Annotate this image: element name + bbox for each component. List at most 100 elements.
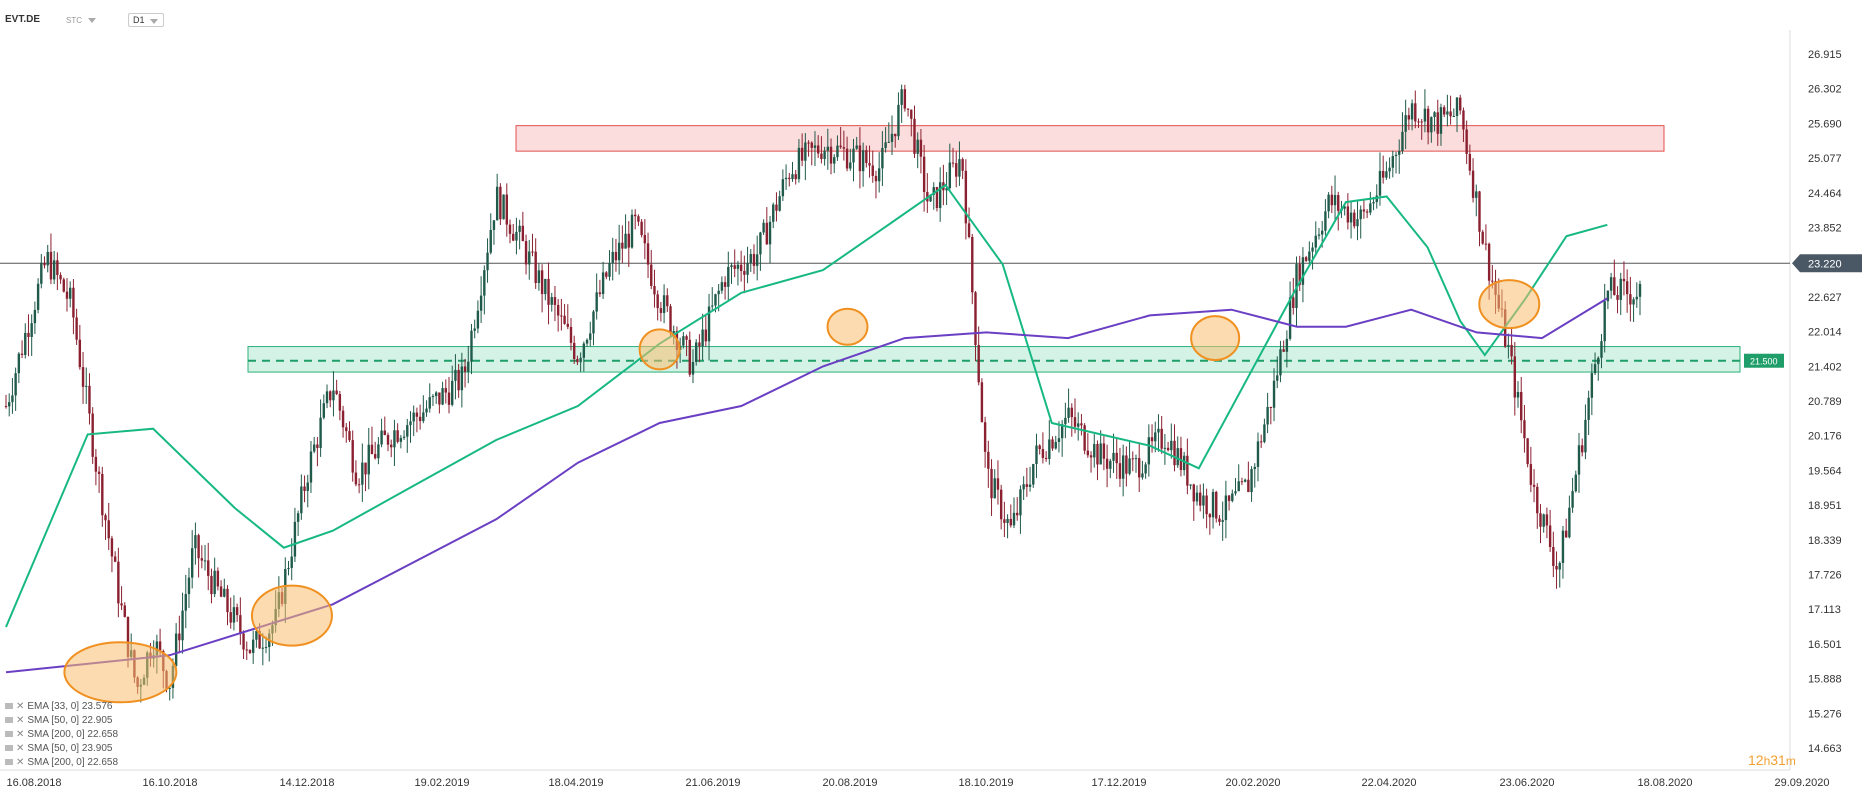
candle-body xyxy=(235,607,239,616)
candle-body xyxy=(1455,97,1459,116)
timer-minutes-unit: m xyxy=(1785,754,1796,768)
close-icon[interactable]: ✕ xyxy=(16,757,25,768)
current-price-badge xyxy=(1792,254,1862,273)
candle-body xyxy=(1240,481,1244,483)
candle-body xyxy=(910,109,913,119)
candle-body xyxy=(27,332,30,337)
legend-row[interactable]: ✕ EMA [33, 0] 23.576 xyxy=(5,700,118,714)
candle-body xyxy=(903,89,907,109)
y-tick-label: 16.501 xyxy=(1808,639,1842,651)
y-tick-label: 20.789 xyxy=(1808,396,1842,408)
candle-body xyxy=(1067,407,1070,418)
candle-body xyxy=(881,147,884,169)
candle-body xyxy=(1112,452,1115,461)
candle-body xyxy=(486,252,489,271)
candle-body xyxy=(338,394,342,411)
candle-body xyxy=(1491,280,1494,282)
candle-body xyxy=(1468,153,1472,171)
candle-body xyxy=(88,385,91,414)
settings-icon[interactable] xyxy=(5,745,13,752)
candle-body xyxy=(1532,484,1536,487)
legend-row[interactable]: ✕ SMA [200, 0] 22.658 xyxy=(5,728,118,742)
timeframe-select[interactable]: D1 xyxy=(128,13,164,27)
candle-body xyxy=(640,221,643,236)
candle-body xyxy=(322,403,326,418)
candle-body xyxy=(20,353,24,355)
candle-body xyxy=(91,413,94,457)
candle-body xyxy=(367,444,370,475)
legend-row[interactable]: ✕ SMA [50, 0] 23.905 xyxy=(5,742,118,756)
candle-body xyxy=(592,311,595,334)
candle-body xyxy=(1089,455,1093,458)
y-tick-label: 22.014 xyxy=(1808,327,1842,339)
candle-body xyxy=(1356,219,1359,227)
close-icon[interactable]: ✕ xyxy=(16,743,25,754)
candle-body xyxy=(682,336,685,346)
candle-body xyxy=(601,272,605,295)
candle-body xyxy=(447,392,451,405)
close-icon[interactable]: ✕ xyxy=(16,729,25,740)
candle-body xyxy=(634,214,637,217)
candle-body xyxy=(40,262,43,284)
candle-body xyxy=(977,345,980,383)
legend-row[interactable]: ✕ SMA [50, 0] 22.905 xyxy=(5,714,118,728)
candle-body xyxy=(855,145,858,149)
candle-body xyxy=(14,373,17,396)
candle-body xyxy=(1308,251,1311,261)
settings-icon[interactable] xyxy=(5,759,13,766)
candle-body xyxy=(1259,441,1263,443)
candle-body xyxy=(1093,444,1096,458)
candle-body xyxy=(1054,442,1057,449)
candle-body xyxy=(56,260,59,275)
candle-body xyxy=(1250,469,1253,493)
x-tick-label: 20.08.2019 xyxy=(822,777,877,789)
candle-body xyxy=(707,306,711,342)
candle-body xyxy=(1529,464,1533,485)
candle-body xyxy=(560,315,563,317)
candle-body xyxy=(415,412,419,417)
candle-body xyxy=(1548,525,1552,547)
candle-body xyxy=(1086,450,1090,456)
candle-body xyxy=(919,139,923,157)
close-icon[interactable]: ✕ xyxy=(16,701,25,712)
candle-body xyxy=(1227,495,1231,501)
candle-body xyxy=(1324,211,1327,231)
candle-body xyxy=(1150,437,1154,442)
candle-body xyxy=(1446,111,1449,115)
legend-text: SMA [200, 0] 22.658 xyxy=(27,757,119,768)
candle-body xyxy=(1231,493,1234,501)
candle-body xyxy=(550,297,553,305)
candle-body xyxy=(1003,519,1006,523)
y-tick-label: 26.915 xyxy=(1808,49,1842,61)
settings-icon[interactable] xyxy=(5,731,13,738)
candle-body xyxy=(174,633,178,666)
settings-icon[interactable] xyxy=(5,717,13,724)
candle-body xyxy=(1102,443,1106,459)
settings-icon[interactable] xyxy=(5,703,13,710)
candle-body xyxy=(656,294,659,309)
candle-body xyxy=(961,159,964,171)
candle-body xyxy=(1096,444,1099,465)
candle-body xyxy=(293,521,297,557)
candle-body xyxy=(772,204,775,222)
chevron-down-icon[interactable] xyxy=(150,19,158,24)
candle-body xyxy=(325,391,329,404)
candle-body xyxy=(1568,507,1571,538)
candle-body xyxy=(300,486,303,514)
close-icon[interactable]: ✕ xyxy=(16,715,25,726)
chevron-down-icon[interactable] xyxy=(88,18,96,23)
candle-body xyxy=(528,251,531,265)
candle-body xyxy=(727,266,730,287)
candle-body xyxy=(659,308,663,313)
candle-body xyxy=(1365,211,1369,213)
highlight-ellipse xyxy=(63,641,178,704)
symbol-label[interactable]: EVT.DE xyxy=(5,14,41,25)
legend-row[interactable]: ✕ SMA [200, 0] 22.658 xyxy=(5,756,118,770)
candle-body xyxy=(614,251,618,261)
candle-body xyxy=(104,515,107,521)
candle-body xyxy=(1613,277,1616,296)
candle-body xyxy=(1160,428,1163,449)
candle-body xyxy=(836,145,839,158)
legend-text: SMA [50, 0] 22.905 xyxy=(27,715,113,726)
